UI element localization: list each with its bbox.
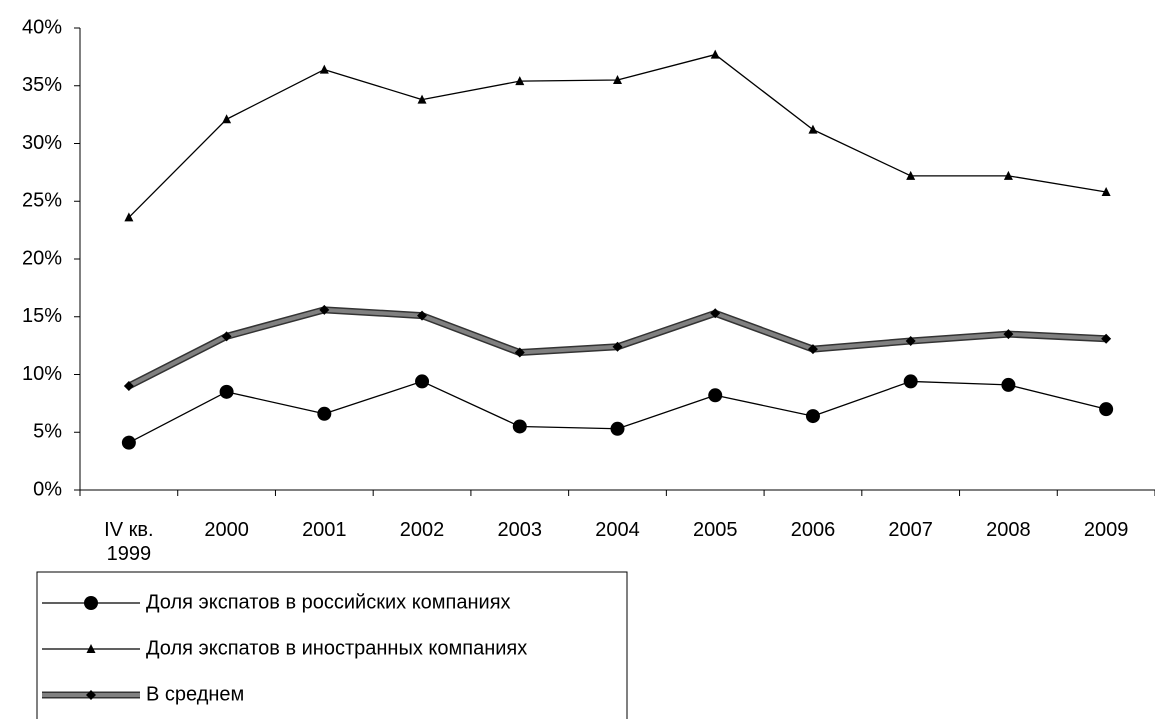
point — [808, 124, 818, 134]
legend-marker — [86, 690, 96, 700]
point — [319, 304, 330, 315]
point — [710, 49, 720, 59]
point — [222, 114, 232, 124]
y-tick-label: 10% — [22, 363, 62, 385]
y-tick-label: 35% — [22, 74, 62, 96]
point — [121, 435, 136, 450]
point — [417, 94, 427, 104]
point — [710, 308, 721, 319]
point — [903, 374, 918, 389]
point — [317, 406, 332, 421]
point — [906, 170, 916, 180]
point — [610, 421, 625, 436]
point — [1099, 402, 1114, 417]
point — [905, 336, 916, 347]
point — [805, 409, 820, 424]
point — [1101, 333, 1112, 344]
point — [1003, 170, 1013, 180]
point — [415, 374, 430, 389]
point — [124, 212, 134, 222]
y-tick-label: 20% — [22, 247, 62, 269]
point — [319, 64, 329, 74]
x-tick-label: 2006 — [790, 519, 836, 541]
point — [1001, 377, 1016, 392]
x-tick-label: 2003 — [497, 519, 543, 541]
y-tick-label: 0% — [33, 478, 62, 500]
y-tick-label: 30% — [22, 132, 62, 154]
point — [612, 341, 623, 352]
x-tick-label: 2002 — [399, 519, 445, 541]
legend-label: Доля экспатов в иностранных компаниях — [146, 637, 527, 659]
point — [219, 384, 234, 399]
point — [123, 381, 134, 392]
point — [221, 331, 232, 342]
x-tick-label: IV кв. 1999 — [104, 519, 154, 565]
point — [417, 310, 428, 321]
legend-label: В среднем — [146, 683, 244, 705]
point — [1101, 187, 1111, 197]
legend-marker — [86, 644, 96, 653]
legend-marker — [84, 596, 98, 610]
y-tick-label: 5% — [33, 421, 62, 443]
x-tick-label: 2009 — [1083, 519, 1129, 541]
x-tick-label: 2004 — [595, 519, 640, 541]
point — [515, 76, 525, 86]
point — [708, 388, 723, 403]
legend-label: Доля экспатов в российских компаниях — [146, 591, 511, 613]
x-tick-label: 2005 — [692, 519, 738, 541]
x-tick-label: 2007 — [888, 519, 933, 541]
point — [514, 347, 525, 358]
point — [807, 344, 818, 355]
y-tick-label: 40% — [22, 16, 62, 38]
point — [1003, 329, 1014, 340]
y-tick-label: 15% — [22, 305, 62, 327]
x-tick-label: 2008 — [986, 519, 1031, 541]
point — [613, 74, 622, 84]
x-tick-label: 2000 — [204, 519, 249, 541]
x-tick-label: 2001 — [302, 519, 347, 541]
y-tick-label: 25% — [22, 190, 62, 212]
point — [512, 419, 527, 434]
